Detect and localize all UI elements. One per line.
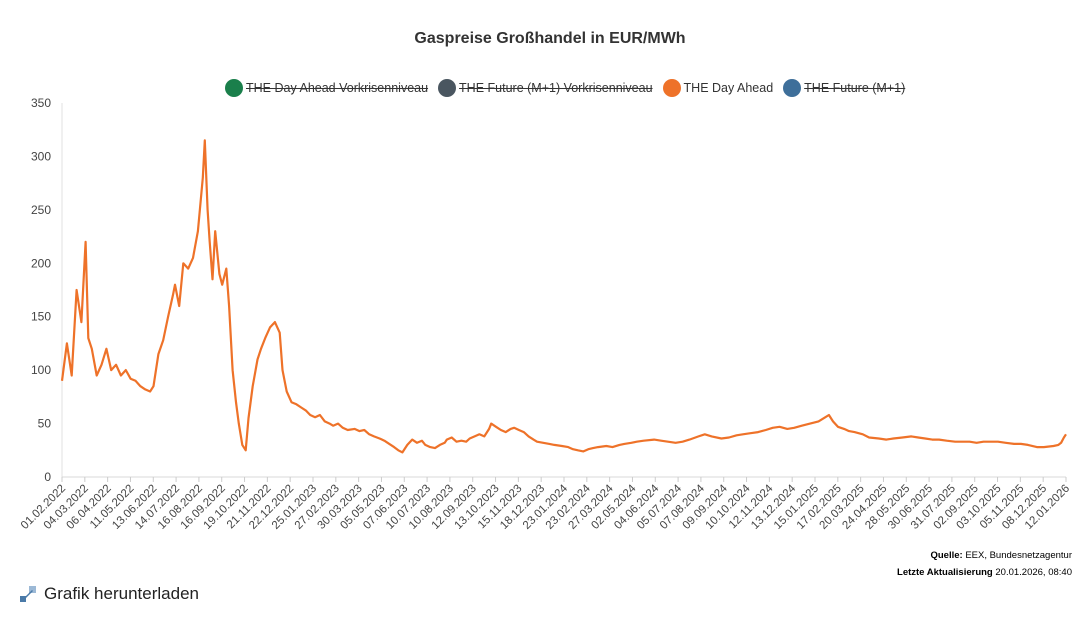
y-axis: 0 50 100 150 200 250 300 350	[31, 96, 63, 484]
chart-title: Gaspreise Großhandel in EUR/MWh	[414, 30, 686, 47]
legend-marker	[662, 79, 681, 97]
legend-item-3[interactable]: THE Future (M+1)	[783, 79, 905, 97]
updated-text: 20.01.2026, 08:40	[995, 567, 1072, 578]
y-tick-label: 250	[31, 203, 51, 217]
x-axis: 01.02.202204.03.202206.04.202211.05.2022…	[19, 476, 1072, 532]
legend-marker	[783, 79, 802, 97]
legend-label: THE Day Ahead	[683, 81, 774, 95]
legend-item-0[interactable]: THE Day Ahead Vorkrisenniveau	[225, 79, 428, 97]
y-tick-label: 100	[31, 363, 51, 377]
download-icon	[20, 586, 36, 602]
legend-marker	[225, 79, 243, 97]
updated-label: Letzte Aktualisierung	[897, 567, 993, 578]
source-label: Quelle:	[930, 550, 963, 561]
legend-item-2[interactable]: THE Day Ahead	[662, 79, 774, 97]
series-line-the-day-ahead[interactable]	[60, 139, 1067, 454]
y-tick-label: 0	[44, 470, 51, 484]
legend-label: THE Day Ahead Vorkrisenniveau	[246, 81, 429, 95]
legend-item-1[interactable]: THE Future (M+1) Vorkrisenniveau	[438, 79, 653, 97]
y-tick-label: 300	[31, 149, 51, 163]
y-tick-label: 150	[31, 310, 51, 324]
source-text: EEX, Bundesnetzagentur	[965, 550, 1072, 561]
y-tick-label: 350	[31, 96, 51, 110]
updated-line: Letzte Aktualisierung 20.01.2026, 08:40	[897, 567, 1072, 578]
line-chart: 0 50 100 150 200 250 300 350 01.02.202204.03.20…	[19, 96, 1072, 532]
legend-label: THE Future (M+1) Vorkrisenniveau	[459, 81, 653, 95]
legend: THE Day Ahead Vorkrisenniveau THE Future …	[225, 77, 909, 99]
legend-label: THE Future (M+1)	[804, 81, 906, 95]
series-layer	[60, 139, 1067, 454]
source-line: Quelle: EEX, Bundesnetzagentur	[930, 550, 1072, 561]
y-tick-label: 200	[31, 256, 51, 270]
download-label: Grafik herunterladen	[44, 584, 199, 603]
download-chart-button[interactable]: Grafik herunterladen	[20, 584, 199, 604]
legend-marker	[438, 79, 457, 97]
y-tick-label: 50	[38, 417, 52, 431]
